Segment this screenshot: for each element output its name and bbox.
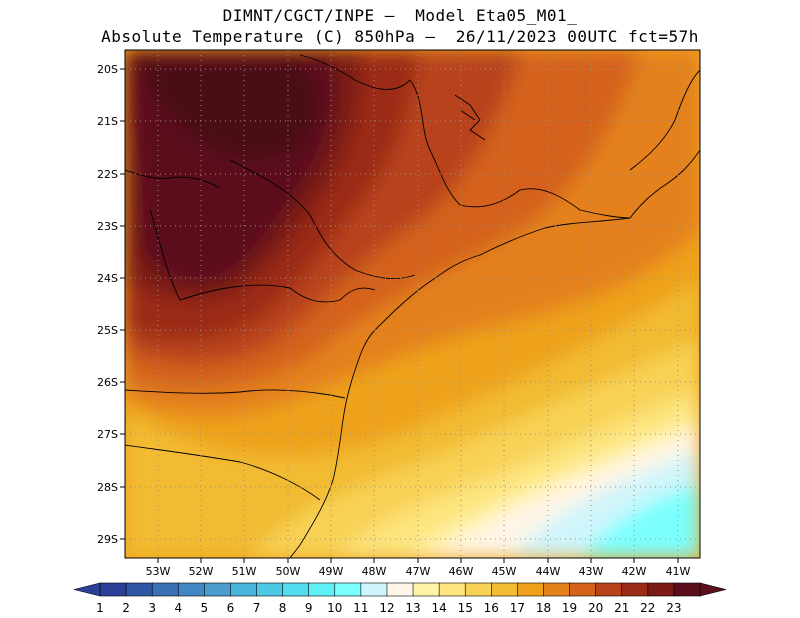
- colorbar-swatch: [438, 582, 467, 597]
- colorbar-label: 9: [305, 601, 313, 615]
- state-boundary-2: [125, 444, 321, 501]
- state-boundary-3: [149, 209, 376, 303]
- colorbar-label: 8: [279, 601, 287, 615]
- state-boundary-4: [299, 54, 631, 219]
- colorbar-label: 16: [484, 601, 499, 615]
- state-boundary-1: [125, 389, 346, 399]
- band-23-core: [140, 60, 315, 158]
- longitude-labels: 53W 52W 51W 50W 49W 48W 47W 46W 45W 44W …: [146, 565, 691, 578]
- temperature-field: [125, 50, 700, 558]
- lon-label: 41W: [666, 565, 691, 578]
- header-title-line1: DIMNT/CGCT/INPE — Model Eta05_M01_: [222, 6, 578, 25]
- colorbar: 1 2 3 4 5 6 7 8 9 10 11 12 13 14 15 16 17 18 19 20 21 22 23: [73, 582, 727, 615]
- colorbar-label: 2: [122, 601, 130, 615]
- colorbar-swatch: [464, 582, 493, 597]
- reservoir-lines: [454, 94, 486, 141]
- colorbar-label: 19: [562, 601, 577, 615]
- lat-label: 27S: [97, 428, 118, 441]
- latitude-labels: 20S 21S 22S 23S 24S 25S 26S 27S 28S 29S: [97, 63, 118, 546]
- colorbar-swatch: [491, 582, 519, 597]
- colorbar-arrow-right: [699, 582, 727, 597]
- lat-label: 28S: [97, 481, 118, 494]
- colorbar-swatch: [386, 582, 414, 597]
- lon-label: 46W: [449, 565, 474, 578]
- colorbar-swatch: [412, 582, 440, 597]
- state-boundary-5: [229, 159, 416, 280]
- lat-label: 20S: [97, 63, 118, 76]
- boundaries: [125, 54, 700, 558]
- state-boundary-6: [629, 69, 700, 171]
- lat-label: 29S: [97, 533, 118, 546]
- lon-label: 43W: [579, 565, 604, 578]
- colorbar-swatch: [517, 582, 545, 597]
- colorbar-swatch: [230, 582, 258, 597]
- colorbar-label: 18: [536, 601, 551, 615]
- lon-label: 50W: [276, 565, 301, 578]
- colorbar-label: 3: [148, 601, 156, 615]
- colorbar-swatch: [308, 582, 336, 597]
- colorbar-swatch: [621, 582, 649, 597]
- colorbar-label: 15: [458, 601, 473, 615]
- colorbar-swatch: [151, 582, 180, 597]
- lon-label: 51W: [232, 565, 257, 578]
- lon-label: 48W: [362, 565, 387, 578]
- colorbar-label: 14: [431, 601, 446, 615]
- lon-label: 53W: [146, 565, 171, 578]
- colorbar-label: 7: [253, 601, 261, 615]
- colorbar-swatch: [125, 582, 153, 597]
- colorbar-label: 6: [227, 601, 235, 615]
- graticule: [125, 50, 700, 558]
- lat-label: 22S: [97, 168, 118, 181]
- lat-label: 21S: [97, 115, 118, 128]
- lon-label: 52W: [189, 565, 214, 578]
- colorbar-swatch: [360, 582, 388, 597]
- lon-label: 45W: [492, 565, 517, 578]
- coastline: [289, 149, 700, 558]
- colorbar-swatch: [204, 582, 232, 597]
- colorbar-label: 10: [327, 601, 342, 615]
- lat-label: 26S: [97, 376, 118, 389]
- state-boundary-7: [125, 169, 221, 189]
- axis-ticks: [120, 68, 679, 563]
- lon-label: 49W: [319, 565, 344, 578]
- plot-frame: [124, 49, 701, 559]
- colorbar-label: 22: [640, 601, 655, 615]
- colorbar-label: 17: [510, 601, 525, 615]
- colorbar-label: 11: [353, 601, 368, 615]
- colorbar-label: 4: [174, 601, 182, 615]
- colorbar-label: 20: [588, 601, 603, 615]
- lat-label: 24S: [97, 272, 118, 285]
- colorbar-swatch: [256, 582, 284, 597]
- colorbar-swatch: [673, 582, 701, 597]
- colorbar-label: 21: [614, 601, 629, 615]
- colorbar-swatch: [647, 582, 675, 597]
- lon-label: 42W: [622, 565, 647, 578]
- colorbar-swatch: [177, 582, 206, 597]
- header-title-line2: Absolute Temperature (C) 850hPa — 26/11/…: [101, 27, 699, 46]
- lon-label: 44W: [536, 565, 561, 578]
- colorbar-swatch: [334, 582, 362, 597]
- colorbar-label: 1: [96, 601, 104, 615]
- colorbar-swatch: [99, 582, 127, 597]
- lon-label: 47W: [406, 565, 431, 578]
- colorbar-label: 13: [405, 601, 420, 615]
- colorbar-swatch: [595, 582, 623, 597]
- colorbar-swatch: [569, 582, 597, 597]
- colorbar-label: 5: [201, 601, 209, 615]
- colorbar-label: 12: [379, 601, 394, 615]
- lat-label: 25S: [97, 324, 118, 337]
- lat-label: 23S: [97, 220, 118, 233]
- colorbar-swatch: [282, 582, 310, 597]
- colorbar-arrow-left: [73, 582, 101, 597]
- colorbar-label: 23: [666, 601, 681, 615]
- colorbar-swatch: [543, 582, 571, 597]
